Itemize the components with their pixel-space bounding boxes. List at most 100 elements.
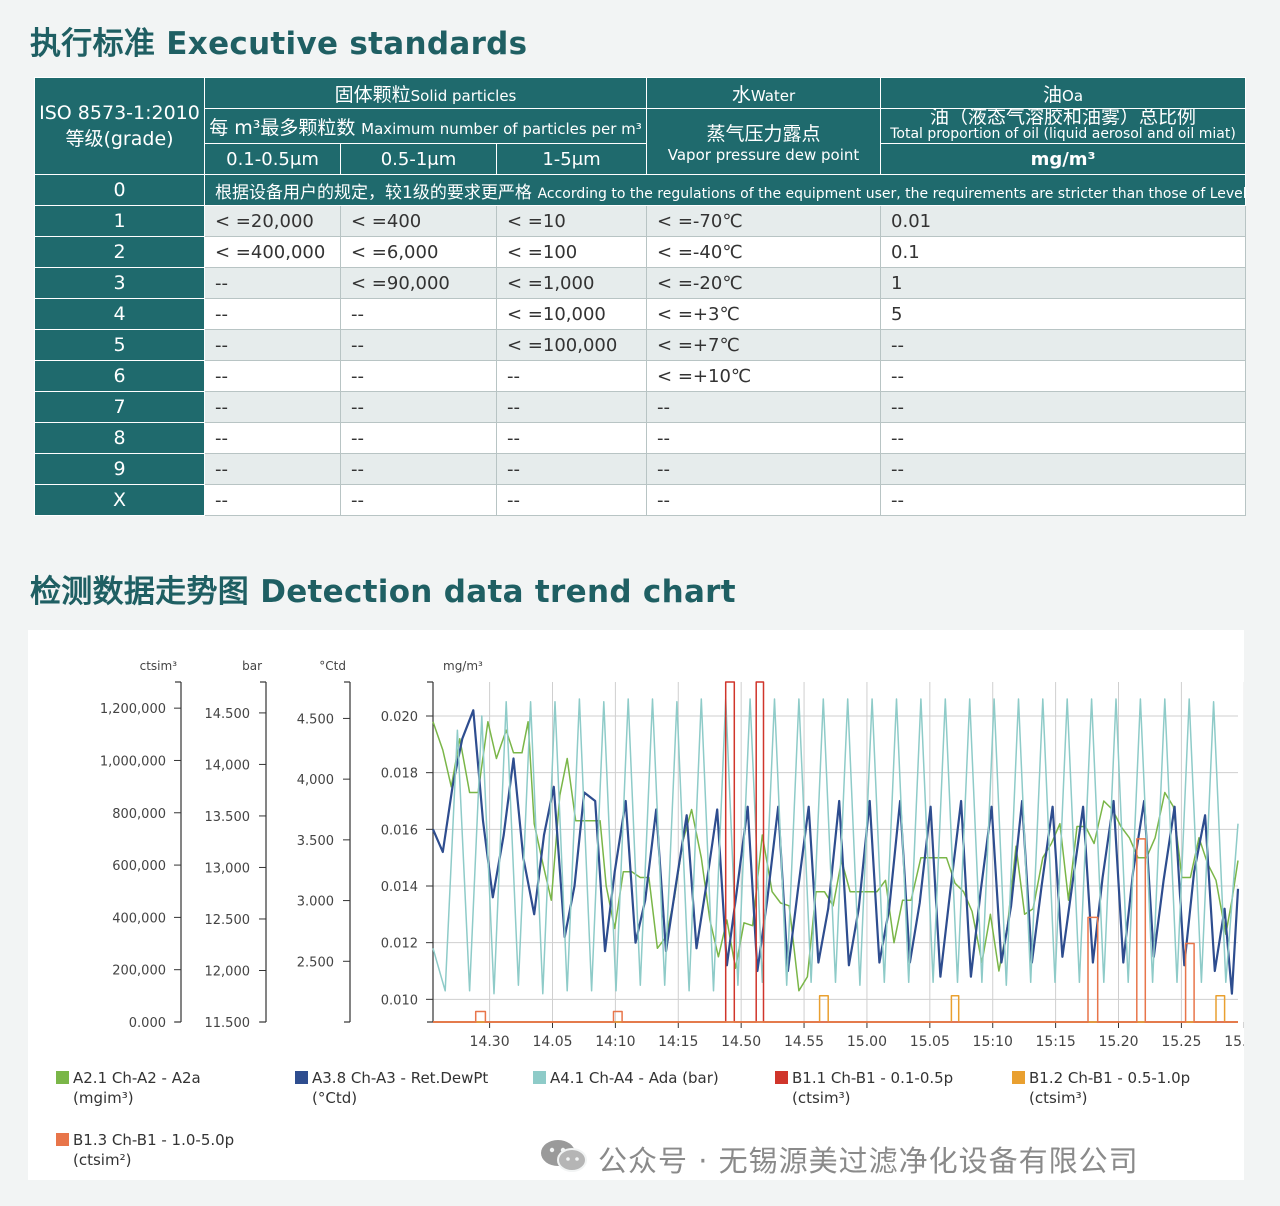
particles-15-cell: -- (495, 391, 648, 423)
table-size-row: 0.1-0.5μm 0.5-1μm 1-5μm mg/m³ (35, 143, 1247, 175)
particles-051-cell: -- (340, 422, 497, 454)
particles-0105-cell: -- (204, 453, 341, 485)
particles-0105-cell: -- (204, 298, 341, 330)
legend-swatch (295, 1071, 308, 1084)
particles-051-cell: -- (340, 391, 497, 423)
x-tick-label: 14.05 (532, 1034, 572, 1050)
table-row: 4 -- -- < =10,000 < =+3℃ 5 (34, 298, 1247, 330)
grade-header-grade: 等级(grade) (65, 127, 174, 150)
wechat-icon (541, 1140, 587, 1172)
oil-cell: -- (880, 422, 1247, 454)
y-tick-label: 0.016 (381, 823, 418, 838)
oil-cell: 5 (880, 298, 1247, 330)
particles-051-cell: < =6,000 (340, 236, 497, 268)
dew-point-cell: < =-20℃ (646, 267, 882, 299)
table-row: 8 -- -- -- -- -- (34, 422, 1247, 454)
y-axis-unit: bar (242, 659, 262, 673)
table-subheader-row: 每 m³最多颗粒数 Maximum number of particles pe… (35, 108, 1247, 175)
max-particles-en: Maximum number of particles per m³ (361, 119, 642, 138)
oil-cell: 1 (880, 267, 1247, 299)
legend-unit: (ctsim³) (1029, 1089, 1088, 1107)
y-tick-label: 0.014 (381, 880, 418, 895)
y-axis-unit: ctsim³ (140, 659, 178, 673)
legend-swatch (1012, 1071, 1025, 1084)
watermark-text: 公众号 · 无锡源美过滤净化设备有限公司 (598, 1144, 1139, 1178)
particles-051-cell: -- (340, 329, 497, 361)
size-col-2: 0.5-1μm (340, 143, 497, 175)
y-tick-label: 13,000 (205, 861, 251, 876)
particles-051-cell: < =400 (340, 205, 497, 237)
y-tick-label: 0.012 (381, 937, 418, 952)
y-tick-label: 4.500 (297, 712, 334, 727)
x-tick-label: 14.55 (784, 1034, 824, 1050)
series-line-1 (432, 720, 1239, 992)
grade-cell: 8 (34, 422, 205, 454)
oil-cell: -- (880, 484, 1247, 516)
x-tick-label: 15.25 (1161, 1034, 1201, 1050)
legend-unit: (°Ctd) (312, 1089, 358, 1107)
y-tick-label: 11.500 (205, 1016, 251, 1031)
water-header: 水Water (646, 77, 882, 109)
dew-point-cell: < =+7℃ (646, 329, 882, 361)
max-particles-header: 每 m³最多颗粒数 Maximum number of particles pe… (203, 108, 648, 144)
x-tick-label: 15.05 (910, 1034, 950, 1050)
y-tick-label: 14,000 (205, 758, 251, 773)
legend-swatch (56, 1071, 69, 1084)
y-tick-label: 0.000 (129, 1016, 166, 1031)
table-row: 3 -- < =90,000 < =1,000 < =-20℃ 1 (34, 267, 1247, 299)
particles-15-cell: < =1,000 (495, 267, 648, 299)
row0-note-cn: 根据设备用户的规定，较1级的要求更严格 (215, 182, 532, 203)
legend-label: A3.8 Ch-A3 - Ret.DewPt (312, 1069, 489, 1087)
oil-header-cn: 油 (1043, 83, 1063, 106)
legend-swatch (56, 1133, 69, 1146)
vapor-en: Vapor pressure dew point (667, 146, 860, 164)
series-line-3 (432, 698, 1239, 995)
particles-0105-cell: -- (204, 391, 341, 423)
particles-051-cell: -- (340, 360, 497, 392)
dew-point-cell: -- (646, 422, 882, 454)
legend-label: B1.3 Ch-B1 - 1.0-5.0p (73, 1131, 235, 1149)
dew-point-cell: < =-40℃ (646, 236, 882, 268)
particles-0105-cell: -- (204, 267, 341, 299)
legend-label: B1.2 Ch-B1 - 0.5-1.0p (1029, 1069, 1191, 1087)
legend-unit: (mgim³) (73, 1089, 134, 1107)
table-row: 9 -- -- -- -- -- (34, 453, 1247, 485)
table-header-row: ISO 8573-1:2010 等级(grade) 固体颗粒Solid part… (34, 77, 1247, 175)
grade-header: ISO 8573-1:2010 等级(grade) (34, 77, 205, 175)
oil-cell: 0.1 (880, 236, 1247, 268)
section-title-trend: 检测数据走势图 Detection data trend chart (30, 574, 736, 610)
particles-15-cell: < =10,000 (495, 298, 648, 330)
table-row: 2 < =400,000 < =6,000 < =100 < =-40℃ 0.1 (34, 236, 1247, 268)
trend-chart: 14.30 14.05 14:10 14:15 14.50 14.55 15.00 15.05… (28, 630, 1265, 1180)
y-tick-label: 12,000 (205, 964, 251, 979)
legend-label: A4.1 Ch-A4 - Ada (bar) (550, 1069, 719, 1087)
oil-sub-header: 油（液态气溶胶和油雾）总比例 Total proportion of oil (… (880, 108, 1247, 144)
legend-swatch (533, 1071, 546, 1084)
grade-cell: 6 (34, 360, 205, 392)
dew-point-cell: < =+10℃ (646, 360, 882, 392)
oil-cell: -- (880, 360, 1247, 392)
grade-cell: 4 (34, 298, 205, 330)
legend-label: B1.1 Ch-B1 - 0.1-0.5p (792, 1069, 954, 1087)
dew-point-cell: -- (646, 484, 882, 516)
particles-051-cell: -- (340, 484, 497, 516)
particles-15-cell: -- (495, 453, 648, 485)
dew-point-cell: -- (646, 453, 882, 485)
legend-item-b12: B1.2 Ch-B1 - 0.5-1.0p (ctsim³) (1012, 1068, 1190, 1108)
legend-item-b13: B1.3 Ch-B1 - 1.0-5.0p (ctsim²) (56, 1130, 234, 1170)
x-tick-label: 15.90 (1224, 1034, 1244, 1050)
vapor-cn: 蒸气压力露点 (706, 123, 821, 145)
particles-0105-cell: -- (204, 329, 341, 361)
oil-unit: mg/m³ (880, 143, 1247, 175)
legend-label: A2.1 Ch-A2 - A2a (73, 1069, 201, 1087)
grade-header-standard: ISO 8573-1:2010 (39, 101, 200, 124)
trend-chart-svg: 14.30 14.05 14:10 14:15 14.50 14.55 15.00 15.05… (100, 659, 1265, 1050)
legend-item-a21: A2.1 Ch-A2 - A2a (mgim³) (56, 1068, 201, 1108)
y-tick-label: 14.500 (205, 707, 251, 722)
grade-cell: X (34, 484, 205, 516)
grade-cell: 5 (34, 329, 205, 361)
y-tick-label: 13.500 (205, 810, 251, 825)
y-tick-label: 12.500 (205, 913, 251, 928)
grade-cell: 7 (34, 391, 205, 423)
x-tick-label: 15.00 (847, 1034, 887, 1050)
